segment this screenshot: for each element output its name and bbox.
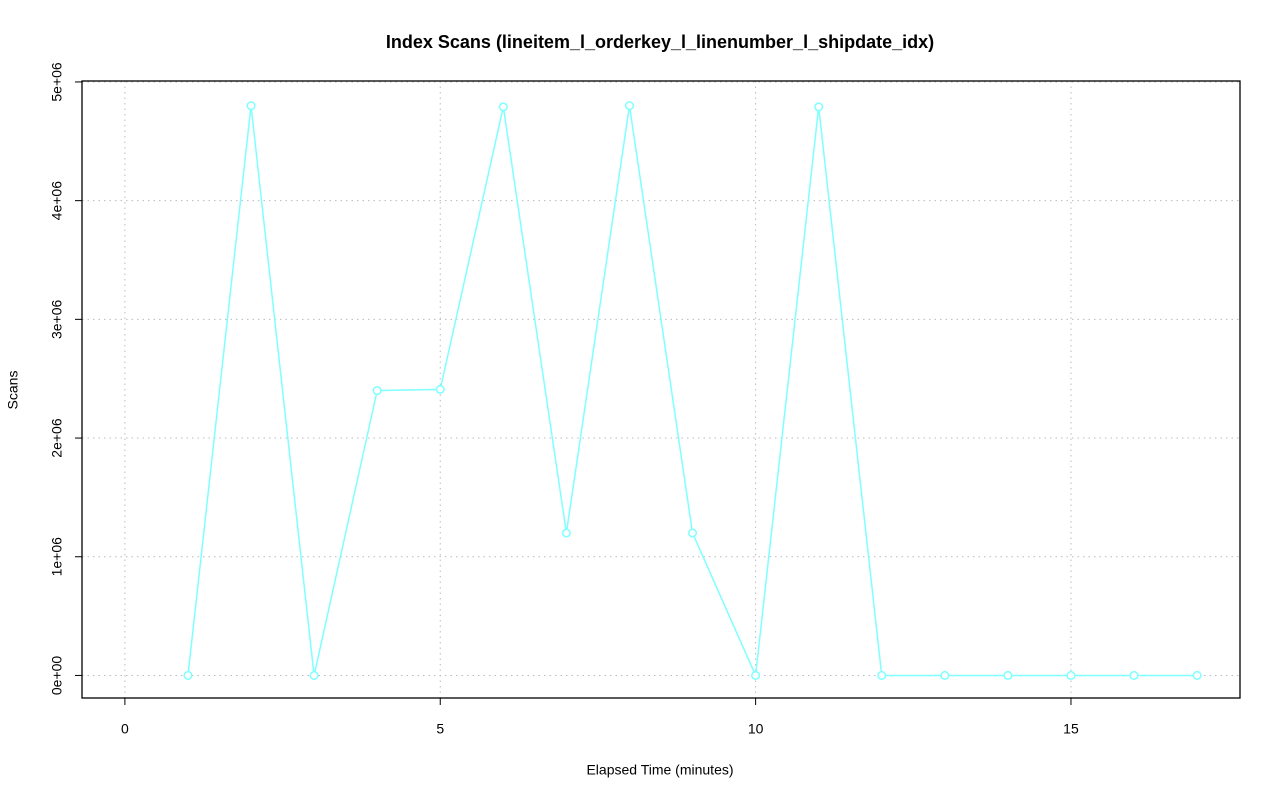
data-point <box>561 528 571 538</box>
plot-border <box>81 80 1241 699</box>
data-point <box>1192 670 1202 680</box>
chart-title: Index Scans (lineitem_l_orderkey_l_linen… <box>386 32 934 52</box>
y-axis-label: Scans <box>5 371 21 410</box>
y-tick-label: 4e+06 <box>49 181 65 221</box>
data-point <box>751 670 761 680</box>
data-point <box>1129 670 1139 680</box>
x-tick-label: 15 <box>1063 721 1079 737</box>
data-point <box>877 670 887 680</box>
data-point <box>687 528 698 538</box>
x-tick-label: 5 <box>436 721 444 737</box>
y-tick-label: 1e+06 <box>49 537 65 577</box>
y-tick-label: 3e+06 <box>49 299 65 339</box>
x-tick-label: 10 <box>748 721 764 737</box>
plot-area <box>183 101 1202 680</box>
data-point <box>309 670 319 680</box>
data-point <box>183 670 193 680</box>
data-point <box>1066 670 1076 680</box>
data-point <box>372 386 382 396</box>
x-axis-label: Elapsed Time (minutes) <box>586 762 733 778</box>
data-point <box>814 102 824 112</box>
data-point <box>246 101 256 111</box>
data-point <box>940 670 950 680</box>
x-tick-label: 0 <box>121 721 129 737</box>
data-point <box>498 102 508 112</box>
data-point <box>1003 670 1013 680</box>
y-tick-label: 0e+00 <box>49 656 65 696</box>
y-tick-label: 2e+06 <box>49 418 65 458</box>
y-tick-label: 5e+06 <box>49 62 65 102</box>
data-point <box>435 384 445 394</box>
data-point <box>624 101 635 111</box>
